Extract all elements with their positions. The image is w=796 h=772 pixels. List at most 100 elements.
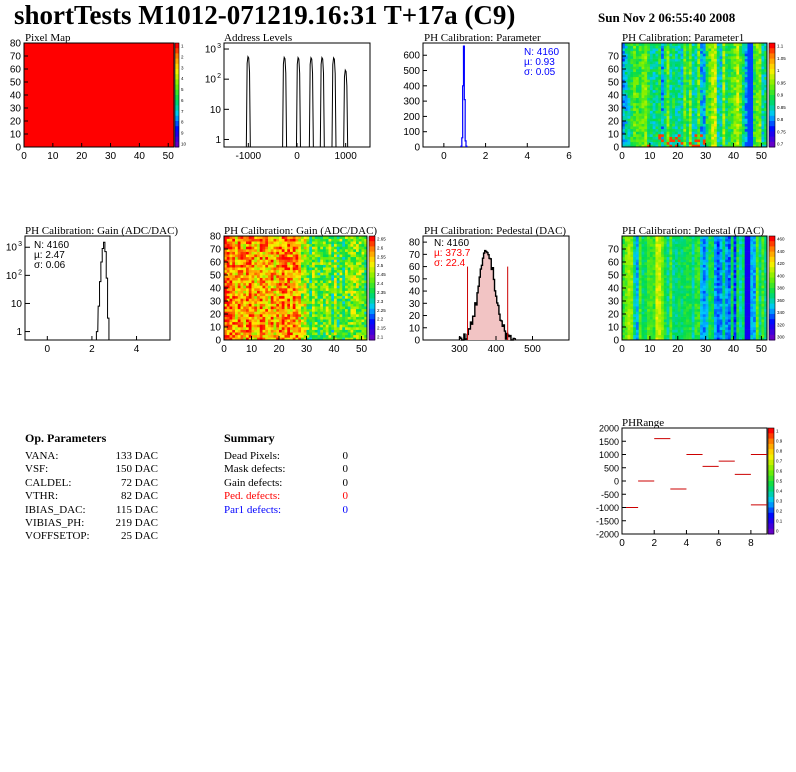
pixelmap-color-cell (175, 53, 179, 60)
phparam1-scale-label: 0.85 (777, 105, 786, 110)
summary-label: Dead Pixels: (224, 450, 280, 462)
op-param-value: 72 DAC (121, 476, 158, 489)
pixelmap-color-cell (175, 126, 179, 132)
phrange-color-cell (768, 518, 774, 524)
pixelmap-color-cell (175, 84, 179, 91)
phrange-color-cell (768, 481, 774, 487)
addrlevels-ytick-exponent: 2 (217, 73, 221, 80)
phparam1-scale-label: 0.9 (777, 93, 784, 98)
gainmap-ytick-label: 50 (210, 271, 222, 282)
pixelmap-ytick-label: 0 (15, 143, 21, 154)
gainmap-color-cell (369, 288, 375, 294)
pedmap-scale-label: 380 (777, 286, 785, 291)
phparam1-ytick-label: 0 (613, 143, 619, 154)
pixelmap-color-cell (175, 63, 179, 70)
phparam-xtick-label: 0 (441, 151, 447, 162)
op-param-row: CALDEL: 72 DAC (25, 477, 165, 490)
pedmap-ytick-label: 40 (608, 284, 620, 295)
pixelmap-color-cell (175, 58, 179, 65)
phrange-color-cell (768, 433, 774, 440)
op-parameters-heading: Op. Parameters (25, 431, 107, 445)
gainlog-ytick-label: 10 (6, 243, 18, 254)
phrange-color-cell (768, 465, 774, 471)
gainmap-color-cell (369, 293, 375, 299)
pixelmap-xtick-label: 10 (47, 151, 59, 162)
pedmap-xtick-label: 30 (700, 344, 712, 355)
pedestal-xtick-label: 300 (451, 344, 468, 355)
pixelmap-ytick-label: 10 (10, 130, 22, 141)
gainmap-ytick-label: 60 (210, 258, 222, 269)
summary-row: Dead Pixels: 0 (224, 450, 354, 463)
pedmap-ytick-label: 20 (608, 310, 620, 321)
pedestal-ytick-label: 60 (409, 262, 421, 273)
pixelmap-ytick-label: 70 (10, 52, 22, 63)
phparam-xtick-label: 4 (525, 151, 531, 162)
pixelmap-xtick-label: 40 (134, 151, 146, 162)
pedmap-ytick-label: 70 (608, 245, 620, 256)
pedmap-color-cell (769, 272, 775, 279)
phrange-color-cell (768, 454, 774, 461)
phparam1-ytick-label: 30 (608, 104, 620, 115)
pedestal-ytick-label: 70 (409, 250, 421, 261)
phrange-ytick-label: -500 (601, 490, 619, 500)
gainmap-ytick-label: 0 (215, 336, 221, 347)
pixelmap-color-cell (175, 79, 179, 86)
phparam1-ytick-label: 20 (608, 117, 620, 128)
phrange-ytick-label: 2000 (599, 424, 619, 434)
phrange-scale-label: 0.2 (776, 509, 783, 514)
summary-row: Gain defects: 0 (224, 477, 354, 490)
pedmap-color-cell (769, 251, 775, 258)
phrange-color-scale (767, 427, 775, 535)
phrange-color-cell (768, 428, 774, 434)
pedestal-ytick-label: 50 (409, 274, 421, 285)
gain-map-title: PH Calibration: Gain (ADC/DAC) (224, 225, 378, 237)
phparam1-xtick-label: 20 (672, 151, 684, 162)
op-param-row: VIBIAS_PH: 219 DAC (25, 517, 165, 530)
ph-parameter-title: PH Calibration: Parameter (424, 32, 541, 44)
phrange-color-cell (768, 491, 774, 498)
phrange-xtick-label: 4 (684, 538, 690, 549)
gainlog-histogram (95, 241, 110, 340)
pixelmap-ytick-label: 80 (10, 39, 22, 50)
pedmap-xtick-label: 20 (672, 344, 684, 355)
gainmap-color-cell (369, 298, 375, 305)
pedmap-color-cell (769, 303, 775, 310)
phrange-color-cell (768, 459, 774, 466)
phrange-color-cell (768, 523, 774, 530)
summary-value: 0 (342, 503, 349, 516)
pixelmap-scale-label: 10 (181, 142, 187, 147)
addrlevels-peak (331, 56, 337, 148)
pixelmap-ytick-label: 30 (10, 104, 22, 115)
phparam1-scale-label: 0.75 (777, 129, 786, 134)
phrange-scale-label: 0.5 (776, 479, 783, 484)
pixelmap-scale-label: 4 (181, 76, 184, 81)
pedestal-xtick-label: 500 (524, 344, 541, 355)
phparam-ytick-label: 0 (414, 143, 420, 154)
pixelmap-scale-label: 3 (181, 65, 184, 70)
pedmap-xtick-label: 50 (756, 344, 768, 355)
addrlevels-peak (343, 68, 349, 148)
pixelmap-scale-label: 7 (181, 109, 184, 114)
phrange-color-cell (768, 449, 774, 455)
gainmap-ytick-label: 20 (210, 310, 222, 321)
op-param-value: 219 DAC (115, 516, 158, 529)
pedmap-scale-label: 360 (777, 298, 785, 303)
summary-value: 0 (342, 463, 349, 476)
gainmap-color-cell (369, 324, 375, 331)
date-stamp: Sun Nov 2 06:55:40 2008 (598, 10, 736, 25)
pedmap-color-cell (769, 298, 775, 305)
pixelmap-xtick-label: 20 (76, 151, 88, 162)
pedmap-color-cell (769, 246, 775, 253)
phparam1-color-cell (769, 79, 775, 86)
gainlog-stat: µ: 2.47 (34, 250, 65, 261)
phparam-histogram (460, 45, 468, 147)
summary-label: Mask defects: (224, 463, 286, 476)
phparam1-color-cell (769, 58, 775, 65)
pixelmap-scale-label: 8 (181, 120, 184, 125)
gainmap-scale-label: 2.15 (377, 326, 386, 331)
phparam1-color-cell (769, 110, 775, 117)
op-param-row: VANA: 133 DAC (25, 450, 165, 463)
pixelmap-color-cell (175, 89, 179, 96)
pedmap-scale-label: 300 (777, 335, 785, 340)
op-param-label: CALDEL: (25, 476, 72, 489)
